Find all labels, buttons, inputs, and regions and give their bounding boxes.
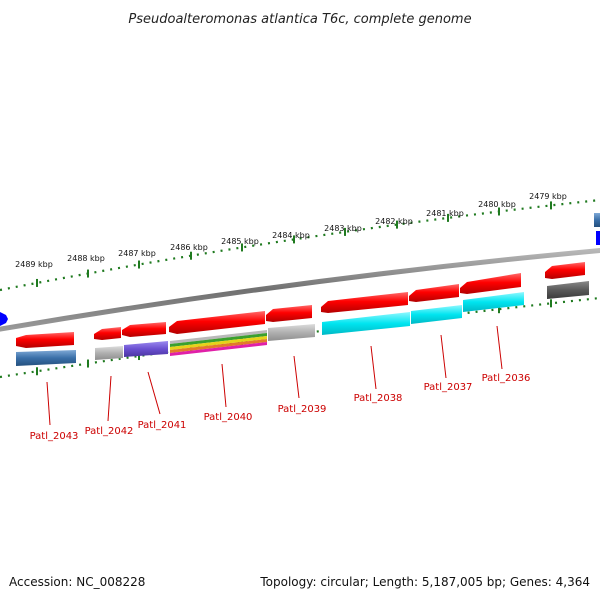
- gene-arrow-patl-2041[interactable]: [122, 322, 166, 337]
- feature-block-patl-2041: [124, 341, 168, 357]
- feature-block-patl-2036: [463, 292, 524, 312]
- leader-patl-2038: [370, 345, 377, 390]
- feature-block-right: [547, 281, 589, 299]
- feature-blocks: [16, 281, 589, 366]
- leader-patl-2036: [496, 325, 503, 370]
- right-edge-feature-blue: [594, 213, 600, 227]
- scale-label-2482: 2482 kbp: [375, 217, 413, 226]
- feature-block-patl-2038: [322, 312, 410, 335]
- gene-label-patl-2041[interactable]: Patl_2041: [138, 420, 187, 431]
- feature-block-patl-2043: [16, 350, 76, 366]
- gene-label-patl-2042[interactable]: Patl_2042: [85, 426, 134, 437]
- gene-arrow-patl-2043[interactable]: [16, 332, 74, 348]
- scale-label-2485: 2485 kbp: [221, 237, 259, 246]
- outer-scale-ring: [0, 198, 600, 292]
- gene-label-patl-2037[interactable]: Patl_2037: [424, 382, 473, 393]
- feature-block-patl-2037: [411, 305, 462, 324]
- gene-arrow-patl-2036[interactable]: [460, 273, 521, 294]
- gene-label-patl-2038[interactable]: Patl_2038: [354, 393, 403, 404]
- feature-stripe-grey: [170, 330, 267, 344]
- gene-arrow-patl-2039[interactable]: [266, 305, 312, 322]
- map-title: Pseudoalteromonas atlantica T6c, complet…: [128, 12, 471, 27]
- feature-stripe-green: [170, 333, 267, 347]
- scale-label-2487: 2487 kbp: [118, 249, 156, 258]
- gene-label-leaders: [46, 325, 503, 426]
- gene-labels: Patl_2043 Patl_2042 Patl_2041 Patl_2040 …: [30, 373, 531, 442]
- feature-stripe-yellow: [170, 336, 267, 350]
- scale-label-2481: 2481 kbp: [426, 209, 464, 218]
- genome-backbone: [0, 247, 600, 332]
- leader-patl-2039: [293, 355, 300, 399]
- leader-patl-2043: [46, 381, 51, 426]
- gene-arrow-patl-2042[interactable]: [94, 327, 121, 340]
- leader-patl-2042: [107, 375, 112, 422]
- left-edge-marker: [0, 312, 8, 326]
- feature-stripe-orange: [170, 339, 267, 353]
- gene-arrow-patl-2040[interactable]: [169, 311, 265, 334]
- gene-label-patl-2043[interactable]: Patl_2043: [30, 431, 79, 442]
- gene-arrows: [16, 262, 585, 348]
- right-edge-marker: [596, 231, 600, 245]
- scale-label-2483: 2483 kbp: [324, 224, 362, 233]
- leader-patl-2041: [147, 371, 161, 415]
- genome-summary-text: Topology: circular; Length: 5,187,005 bp…: [259, 575, 590, 589]
- gene-arrow-patl-2037[interactable]: [409, 284, 459, 302]
- scale-label-2489: 2489 kbp: [15, 260, 53, 269]
- gene-label-patl-2039[interactable]: Patl_2039: [278, 404, 327, 415]
- gene-label-patl-2036[interactable]: Patl_2036: [482, 373, 531, 384]
- scale-labels: 2489 kbp 2488 kbp 2487 kbp 2486 kbp 2485…: [15, 192, 567, 269]
- inner-scale-ring: [0, 296, 600, 379]
- scale-label-2484: 2484 kbp: [272, 231, 310, 240]
- gene-arrow-patl-2038[interactable]: [321, 292, 408, 313]
- leader-patl-2040: [221, 363, 227, 408]
- scale-label-2480: 2480 kbp: [478, 200, 516, 209]
- scale-label-2486: 2486 kbp: [170, 243, 208, 252]
- scale-label-2479: 2479 kbp: [529, 192, 567, 201]
- scale-label-2488: 2488 kbp: [67, 254, 105, 263]
- gene-label-patl-2040[interactable]: Patl_2040: [204, 412, 253, 423]
- leader-patl-2037: [440, 334, 447, 379]
- accession-text: Accession: NC_008228: [9, 575, 145, 589]
- feature-stripe-magenta: [170, 342, 267, 356]
- feature-block-patl-2042: [95, 346, 123, 360]
- feature-block-patl-2039: [268, 324, 315, 341]
- gene-arrow-right[interactable]: [545, 262, 585, 279]
